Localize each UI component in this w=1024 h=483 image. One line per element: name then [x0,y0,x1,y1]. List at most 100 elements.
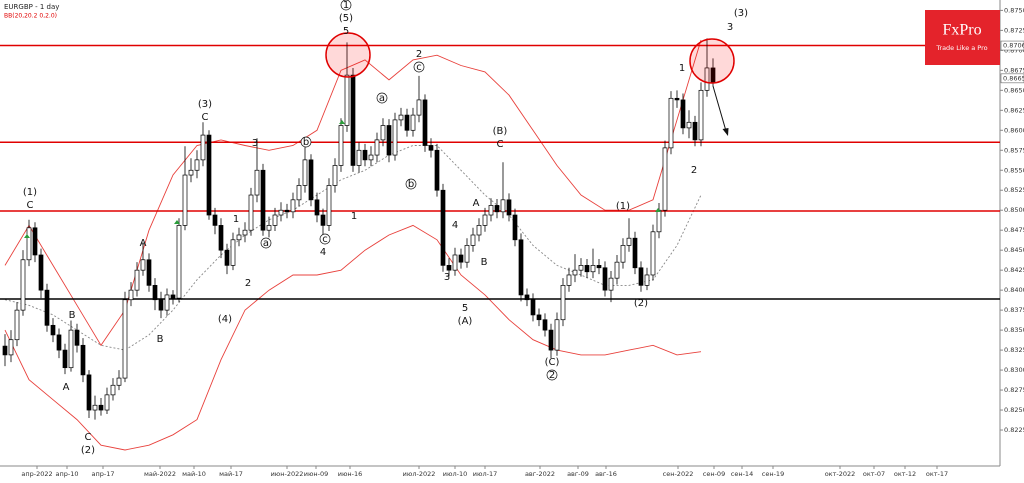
candle-body [20,259,26,311]
levels-layer [0,44,1000,300]
candle-body [188,169,194,176]
y-tick-label: 0.8525 [1004,186,1024,194]
y-tick-label: 0.8675 [1004,66,1024,74]
candle-body [686,121,692,129]
candle-body [476,225,482,236]
candle-body [398,114,404,121]
wave-label: 1 [343,0,349,11]
candle-body [644,274,650,286]
candle-body [272,214,278,226]
wave-label: A [63,382,70,393]
wave-label: C [202,112,209,123]
candle-body [542,319,548,331]
candle-body [674,97,680,101]
wave-label: (B) [493,126,508,137]
price-box [1000,73,1024,84]
wave-label: (A) [458,316,473,327]
candle-body [536,314,542,321]
wave-label: b [303,137,309,148]
candle-body [290,199,296,213]
bollinger-lower [4,224,702,451]
signal-marker [24,234,30,238]
candle-body [194,159,200,171]
candle-body [314,199,320,216]
candle-body [548,329,554,351]
candle-body [512,214,518,241]
highlight-circle [689,38,735,84]
candle-body [668,97,674,149]
waves-layer: (1) C A B C (2) A B (3) C 1 3 2 (4) a b c 4 1 (5) 5 1 a 2 c b (B) C… [23,0,748,456]
candle-body [146,259,152,286]
candle-body [266,225,272,231]
candle-body [608,277,614,291]
x-tick-label: окт-12 [894,470,916,478]
y-tick-label: 0.8625 [1004,106,1024,114]
candle-body [92,404,98,411]
candle-body [632,237,638,269]
x-tick-label: апр-2022 [21,470,52,478]
wave-label: 2 [245,278,251,289]
indicator-label: BB(20,20.2 0,2.0) [4,13,57,20]
candle-body [224,249,230,266]
candle-body [110,384,116,396]
x-tick-label: май-17 [219,470,243,478]
wave-circle [546,369,558,381]
wave-label: A [140,238,147,249]
x-tick-label: май-10 [182,470,206,478]
x-tick-label: июл-10 [443,470,467,478]
candle-body [362,149,368,161]
candle-body [386,125,392,156]
candle-body [218,225,224,251]
candle-body [530,299,536,316]
candle-body [206,134,212,216]
signal-marker [339,120,345,124]
candle-body [572,269,578,276]
candle-body [704,67,710,91]
bands-layer [4,39,702,451]
candle-body [2,345,8,356]
signal-marker [174,220,180,224]
signal-marker [655,208,661,212]
logo-name: FxPro [942,22,981,39]
x-tick-label: окт-17 [926,470,948,478]
candle-body [626,237,632,246]
candle-body [446,265,452,271]
wave-label: (5) [339,13,353,24]
wave-label: (3) [734,8,748,19]
wave-label: 2 [416,49,422,60]
candle-body [302,159,308,186]
candle-body [434,149,440,191]
candle-body [62,349,68,369]
candles-layer [2,38,716,420]
candle-body [68,329,74,369]
x-tick-label: июл-2022 [403,470,436,478]
candle-body [554,319,560,351]
wave-label: (2) [81,445,95,456]
price-label: 0.8706 [1003,42,1024,50]
x-tick-label: сен-14 [731,470,753,478]
wave-label: 1 [351,211,357,222]
wave-label: 1 [679,63,685,74]
wave-label: B [69,310,76,321]
candle-body [236,234,242,241]
wave-label: 1 [233,214,239,225]
candle-body [518,239,524,296]
candle-body [98,404,104,411]
candle-body [44,289,50,326]
candle-body [308,159,314,201]
candle-body [368,154,374,161]
candle-body [380,125,386,141]
price-box [1000,40,1024,51]
y-tick-label: 0.8225 [1004,426,1024,434]
chart-title: EURGBP - 1 day [4,3,59,11]
candle-body [182,174,188,226]
wave-label: 2 [691,165,697,176]
wave-label: B [157,334,164,345]
candle-body [482,214,488,226]
wave-label: (1) [23,187,37,198]
candle-body [278,209,284,216]
candle-body [176,225,182,299]
